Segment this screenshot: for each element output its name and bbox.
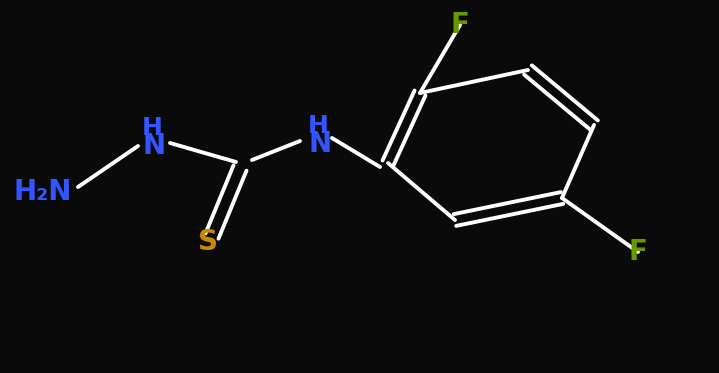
Text: F: F (628, 238, 647, 266)
Text: F: F (451, 11, 470, 39)
Text: N: N (308, 130, 331, 158)
Text: H: H (308, 114, 329, 138)
Text: H₂N: H₂N (14, 178, 72, 206)
Text: H: H (142, 116, 162, 140)
Text: N: N (142, 132, 165, 160)
Text: S: S (198, 228, 218, 256)
